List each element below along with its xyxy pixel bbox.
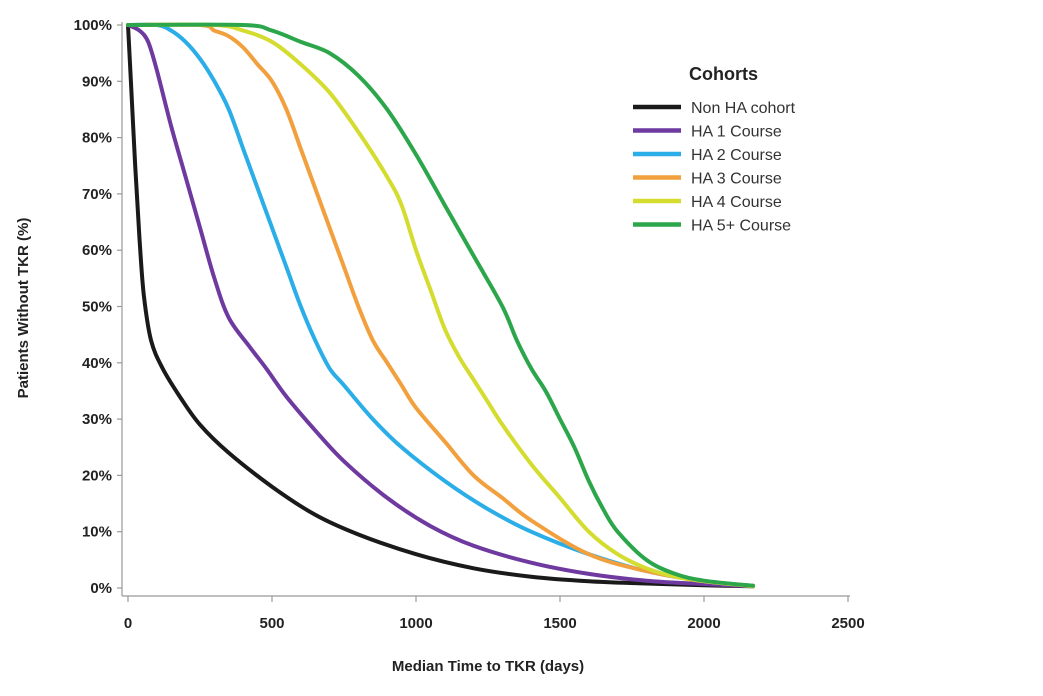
y-tick-label: 90%: [82, 73, 112, 90]
series-line-ha-2-course: [126, 22, 755, 588]
x-tick-label: 0: [124, 615, 132, 632]
legend-label-ha-1-course: HA 1 Course: [691, 124, 782, 141]
legend-label-non-ha-cohort: Non HA cohort: [691, 100, 796, 117]
plot-lines: [126, 22, 755, 589]
x-axis-title: Median Time to TKR (days): [392, 658, 584, 675]
y-tick-label: 40%: [82, 355, 112, 372]
y-tick-label: 10%: [82, 524, 112, 541]
legend-title: Cohorts: [689, 64, 758, 84]
axes: 0% 10% 20% 30% 40% 50% 60% 70% 80% 90% 100% 0 500 100…: [15, 17, 865, 675]
x-tick-label: 1000: [399, 615, 432, 632]
legend-label-ha-2-course: HA 2 Course: [691, 147, 782, 164]
series-line-ha-1-course: [126, 23, 755, 589]
series-line-ha-3-course: [126, 22, 755, 588]
y-axis-title: Patients Without TKR (%): [15, 218, 32, 399]
y-tick-label: 100%: [74, 17, 112, 34]
series-line-ha-5-course: [126, 22, 755, 588]
legend-label-ha-5-course: HA 5+ Course: [691, 218, 791, 235]
legend-label-ha-3-course: HA 3 Course: [691, 171, 782, 188]
y-tick-label: 60%: [82, 242, 112, 259]
series-line-ha-4-course: [126, 22, 755, 589]
y-tick-label: 50%: [82, 299, 112, 316]
y-tick-label: 30%: [82, 411, 112, 428]
y-tick-label: 0%: [90, 580, 112, 597]
x-tick-label: 1500: [543, 615, 576, 632]
y-tick-label: 70%: [82, 186, 112, 203]
x-tick-label: 500: [259, 615, 284, 632]
series-line-non-ha-cohort: [126, 23, 755, 589]
legend-label-ha-4-course: HA 4 Course: [691, 194, 782, 211]
x-tick-label: 2000: [687, 615, 720, 632]
legend: Cohorts Non HA cohort HA 1 Course HA 2 Cour…: [633, 64, 796, 235]
y-tick-label: 80%: [82, 130, 112, 147]
x-tick-label: 2500: [831, 615, 864, 632]
y-tick-label: 20%: [82, 467, 112, 484]
